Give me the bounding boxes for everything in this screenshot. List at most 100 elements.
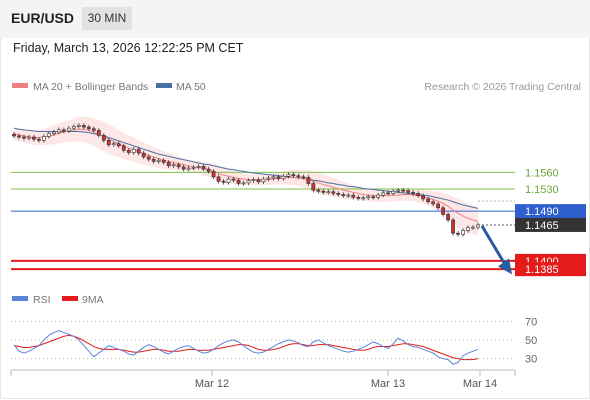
candle-body bbox=[286, 174, 291, 177]
candle bbox=[376, 192, 381, 200]
candle-body bbox=[396, 189, 401, 192]
candle-body bbox=[351, 194, 356, 198]
x-tick-label-mar13: Mar 13 bbox=[371, 378, 405, 390]
candle-body bbox=[47, 133, 51, 137]
candle bbox=[336, 191, 341, 197]
candle-body bbox=[446, 214, 450, 221]
candle bbox=[216, 174, 221, 184]
candle bbox=[351, 192, 356, 200]
candle-body bbox=[241, 182, 246, 185]
candle bbox=[191, 165, 196, 171]
candle bbox=[206, 166, 211, 174]
candle-body bbox=[57, 129, 61, 133]
candle bbox=[391, 189, 396, 196]
candle-body bbox=[111, 143, 116, 146]
candle-body bbox=[186, 167, 191, 170]
candle bbox=[446, 212, 450, 223]
candle bbox=[461, 228, 465, 237]
candle-body bbox=[431, 201, 435, 205]
datetime-label: Friday, March 13, 2026 12:22:25 PM CET bbox=[13, 41, 244, 55]
candle bbox=[456, 231, 460, 237]
candle bbox=[146, 154, 151, 162]
candle bbox=[431, 199, 435, 207]
candle bbox=[276, 174, 281, 181]
candle bbox=[251, 177, 256, 183]
candle-body bbox=[42, 136, 46, 141]
candle bbox=[17, 133, 21, 140]
candle bbox=[386, 190, 391, 196]
candle bbox=[356, 195, 361, 201]
candle bbox=[366, 194, 371, 201]
candle-body bbox=[136, 148, 141, 154]
candle bbox=[171, 162, 176, 168]
candle-body bbox=[96, 130, 101, 136]
candle-body bbox=[281, 175, 286, 179]
candle-body bbox=[406, 190, 411, 193]
candle-body bbox=[376, 194, 381, 198]
candle bbox=[231, 176, 236, 183]
candle-body bbox=[171, 164, 176, 167]
rsi-level-label-50: 50 bbox=[525, 335, 537, 347]
candle-body bbox=[316, 189, 321, 192]
candle-body bbox=[166, 162, 171, 167]
candle bbox=[301, 174, 306, 180]
candle-body bbox=[471, 226, 475, 229]
candle bbox=[12, 132, 16, 139]
pivot-label-box bbox=[515, 204, 586, 219]
candle-body bbox=[221, 180, 226, 183]
candle bbox=[96, 128, 101, 138]
candle bbox=[47, 131, 51, 139]
resistance-1-label: 1.1530 bbox=[525, 184, 559, 196]
candle-body bbox=[201, 166, 206, 170]
candle-body bbox=[37, 138, 41, 141]
candle-body bbox=[236, 179, 241, 184]
candle-body bbox=[216, 176, 221, 182]
candle bbox=[266, 175, 271, 182]
candle bbox=[32, 134, 36, 142]
candle bbox=[76, 123, 81, 129]
candle bbox=[471, 224, 475, 230]
candle-body bbox=[71, 126, 76, 129]
legend-ma50-label: MA 50 bbox=[176, 81, 206, 93]
rsi-level-label-30: 30 bbox=[525, 354, 537, 366]
timeframe-button[interactable]: 30 MIN bbox=[82, 7, 132, 30]
candle bbox=[241, 180, 246, 186]
candle-body bbox=[346, 194, 351, 197]
candle-body bbox=[126, 149, 131, 153]
candle-body bbox=[326, 191, 331, 194]
candle-body bbox=[456, 232, 460, 235]
candle bbox=[106, 138, 111, 147]
rsi-panel: 70 50 30 bbox=[11, 316, 537, 366]
candle bbox=[416, 191, 421, 198]
candle bbox=[426, 196, 431, 204]
candle bbox=[166, 160, 171, 168]
support-2-label: 1.1385 bbox=[525, 264, 559, 276]
x-tick-label-mar14: Mar 14 bbox=[463, 378, 497, 390]
candle-body bbox=[176, 164, 181, 168]
candle bbox=[211, 169, 216, 180]
candle bbox=[271, 174, 276, 181]
candle bbox=[381, 190, 386, 198]
candle-body bbox=[366, 196, 371, 199]
candle bbox=[101, 133, 106, 143]
candle-body bbox=[121, 145, 126, 151]
candle bbox=[331, 189, 336, 196]
candle bbox=[466, 225, 470, 233]
candle-body bbox=[141, 152, 146, 158]
candle-body bbox=[301, 176, 306, 179]
candle-body bbox=[151, 158, 156, 162]
candle-body bbox=[231, 178, 236, 181]
candle bbox=[136, 146, 141, 156]
candle bbox=[126, 148, 131, 155]
support-2-label-box bbox=[515, 262, 586, 277]
candle-body bbox=[246, 180, 251, 184]
candle-body bbox=[311, 183, 316, 191]
candle bbox=[161, 158, 166, 165]
candle-body bbox=[101, 135, 106, 141]
candle-body bbox=[226, 178, 231, 183]
candle-body bbox=[386, 192, 391, 195]
candle bbox=[311, 181, 316, 193]
candle bbox=[156, 158, 161, 164]
candle bbox=[326, 189, 331, 195]
